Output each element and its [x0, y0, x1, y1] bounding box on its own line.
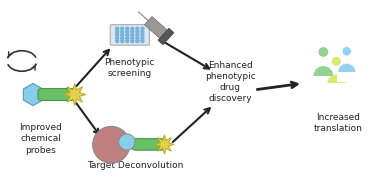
- Polygon shape: [23, 83, 43, 106]
- Ellipse shape: [135, 36, 140, 40]
- Text: Phenotypic
screening: Phenotypic screening: [105, 58, 155, 78]
- Ellipse shape: [120, 39, 124, 43]
- Polygon shape: [337, 72, 357, 82]
- Ellipse shape: [140, 30, 145, 34]
- Ellipse shape: [118, 134, 135, 150]
- Polygon shape: [63, 83, 86, 106]
- Text: Increased
translation: Increased translation: [314, 113, 363, 133]
- Ellipse shape: [130, 39, 135, 43]
- Ellipse shape: [120, 36, 124, 40]
- Polygon shape: [312, 76, 335, 87]
- Ellipse shape: [130, 26, 135, 31]
- Ellipse shape: [140, 36, 145, 40]
- Ellipse shape: [314, 66, 333, 86]
- Ellipse shape: [125, 33, 129, 37]
- FancyBboxPatch shape: [110, 25, 149, 45]
- Ellipse shape: [125, 30, 129, 34]
- Text: Target Deconvolution: Target Deconvolution: [87, 161, 184, 170]
- Ellipse shape: [130, 30, 135, 34]
- Ellipse shape: [120, 33, 124, 37]
- Text: Enhanced
phenotypic
drug
discovery: Enhanced phenotypic drug discovery: [205, 61, 256, 103]
- Ellipse shape: [125, 36, 129, 40]
- Ellipse shape: [115, 36, 119, 40]
- FancyBboxPatch shape: [132, 139, 165, 150]
- Polygon shape: [326, 83, 347, 94]
- Ellipse shape: [93, 126, 130, 163]
- Ellipse shape: [120, 30, 124, 34]
- Ellipse shape: [135, 39, 140, 43]
- Ellipse shape: [140, 33, 145, 37]
- Ellipse shape: [115, 33, 119, 37]
- FancyBboxPatch shape: [38, 88, 75, 101]
- Ellipse shape: [327, 74, 345, 92]
- Polygon shape: [144, 17, 167, 38]
- Polygon shape: [155, 135, 174, 154]
- Ellipse shape: [115, 39, 119, 43]
- Text: Improved
chemical
probes: Improved chemical probes: [19, 123, 62, 155]
- Ellipse shape: [130, 36, 135, 40]
- Ellipse shape: [120, 26, 124, 31]
- Ellipse shape: [140, 26, 145, 31]
- Ellipse shape: [342, 47, 351, 55]
- Ellipse shape: [115, 30, 119, 34]
- Ellipse shape: [338, 64, 356, 81]
- Polygon shape: [158, 28, 174, 45]
- Ellipse shape: [125, 26, 129, 31]
- Ellipse shape: [318, 47, 328, 57]
- Ellipse shape: [135, 33, 140, 37]
- Ellipse shape: [140, 39, 145, 43]
- Ellipse shape: [332, 57, 341, 66]
- Ellipse shape: [125, 39, 129, 43]
- Ellipse shape: [135, 30, 140, 34]
- Ellipse shape: [135, 26, 140, 31]
- Ellipse shape: [130, 33, 135, 37]
- Ellipse shape: [115, 26, 119, 31]
